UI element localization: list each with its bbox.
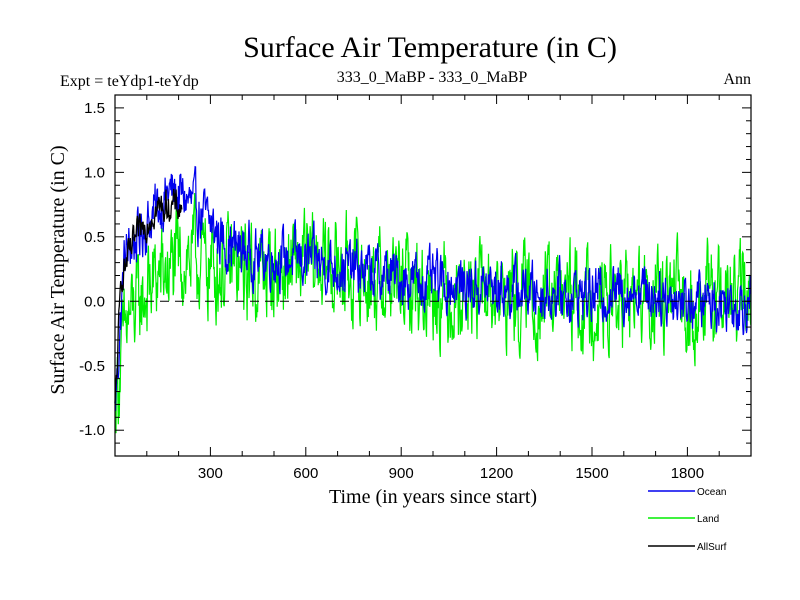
x-tick-label: 1200 xyxy=(480,465,513,482)
x-tick-label: 1800 xyxy=(671,465,704,482)
x-tick-label: 900 xyxy=(389,465,414,482)
x-tick-label: 600 xyxy=(293,465,318,482)
subtitle-experiment: Expt = teYdp1-teYdp xyxy=(60,73,199,90)
x-tick-label: 1500 xyxy=(575,465,608,482)
y-tick-label: 1.5 xyxy=(84,100,105,117)
y-tick-label: 0.5 xyxy=(84,229,105,246)
y-tick-label: 0.0 xyxy=(84,293,105,310)
legend-allsurf-label: AllSurf xyxy=(697,542,727,553)
y-tick-label: -0.5 xyxy=(79,358,105,375)
legend-land-label: Land xyxy=(697,514,719,525)
chart-title: Surface Air Temperature (in C) xyxy=(243,31,617,64)
x-tick-label: 300 xyxy=(198,465,223,482)
subtitle-season: Ann xyxy=(723,71,751,88)
series-line-allsurf xyxy=(114,188,183,404)
y-tick-label: 1.0 xyxy=(84,164,105,181)
series-layer xyxy=(114,165,752,434)
series-line-land xyxy=(114,192,752,434)
legend: Ocean Land AllSurf xyxy=(648,487,727,553)
y-axis-label: Surface Air Temperature (in C) xyxy=(47,145,69,394)
tick-layer: 300 600 900 1200 1500 1800 -1.0 -0.5 0.0 0.5 1.0 1.… xyxy=(79,95,751,482)
legend-ocean-label: Ocean xyxy=(697,487,726,498)
series-line-ocean xyxy=(114,165,752,411)
y-tick-label: -1.0 xyxy=(79,422,105,439)
x-axis-label: Time (in years since start) xyxy=(329,486,537,508)
subtitle-period: 333_0_MaBP - 333_0_MaBP xyxy=(337,69,528,86)
